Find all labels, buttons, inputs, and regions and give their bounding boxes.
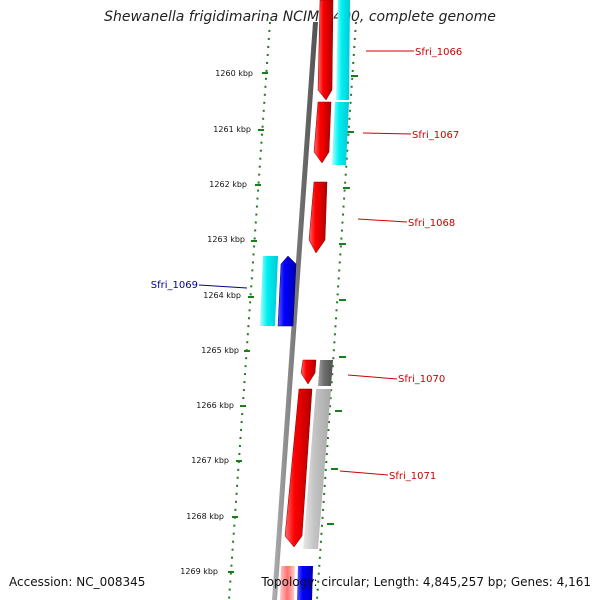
ruler-tick-label: 1260 kbp <box>215 69 253 78</box>
ruler-tick-1267: 1267 kbp <box>191 456 338 470</box>
gene-partial-bottom-red <box>280 566 295 600</box>
cyan-feature-1066 <box>336 0 350 100</box>
ruler-tick-1262: 1262 kbp <box>209 180 350 189</box>
ruler-tick-label: 1261 kbp <box>213 125 251 134</box>
ruler-tick-1266: 1266 kbp <box>196 401 342 412</box>
ruler-tick-1269: 1269 kbp <box>180 567 234 576</box>
ruler-tick-label: 1263 kbp <box>207 235 245 244</box>
light-gray-feature-1071 <box>303 389 331 549</box>
ruler-tick-label: 1262 kbp <box>209 180 247 189</box>
ruler-tick-1264: 1264 kbp <box>203 291 346 301</box>
ruler-tick-label: 1265 kbp <box>201 346 239 355</box>
gene-label-group-1070: Sfri_1070 <box>347 374 445 385</box>
gene-sfri-1071[interactable] <box>284 388 313 548</box>
gene-sfri-1067[interactable] <box>313 101 332 164</box>
ruler-tick-label: 1267 kbp <box>191 456 229 465</box>
gene-partial-bottom-blue <box>297 566 313 600</box>
gene-label-sfri-1066[interactable]: Sfri_1066 <box>415 47 462 58</box>
gene-sfri-1070[interactable] <box>300 359 317 385</box>
gene-sfri-1068[interactable] <box>308 181 328 254</box>
gene-label-sfri-1067[interactable]: Sfri_1067 <box>412 130 459 141</box>
gray-feature-1070 <box>318 360 333 386</box>
ruler-tick-1261: 1261 kbp <box>213 125 354 134</box>
ruler-tick-1265: 1265 kbp <box>201 346 346 358</box>
ruler-tick-1268: 1268 kbp <box>186 512 334 525</box>
genome-summary-text: Topology: circular; Length: 4,845,257 bp… <box>261 575 591 589</box>
gene-label-group-1069: Sfri_1069 <box>151 280 248 291</box>
cyan-feature-1069 <box>260 256 278 326</box>
ruler-tick-label: 1268 kbp <box>186 512 224 521</box>
gene-label-group-1068: Sfri_1068 <box>357 218 455 229</box>
gene-sfri-1069[interactable] <box>277 255 297 327</box>
ruler-tick-1260: 1260 kbp <box>215 69 358 78</box>
gene-sfri-1066[interactable] <box>317 0 334 101</box>
accession-text: Accession: NC_008345 <box>9 575 146 589</box>
ruler-tick-label: 1266 kbp <box>196 401 234 410</box>
gene-label-sfri-1070[interactable]: Sfri_1070 <box>398 374 445 385</box>
ruler-outer-dotted-line <box>316 21 357 600</box>
gene-label-group-1071: Sfri_1071 <box>339 470 436 482</box>
ruler-tick-1263: 1263 kbp <box>207 235 346 245</box>
genome-title: Shewanella frigidimarina NCIMB 400, comp… <box>104 9 496 25</box>
gene-label-sfri-1068[interactable]: Sfri_1068 <box>408 218 455 229</box>
gene-label-group-1067: Sfri_1067 <box>362 130 459 141</box>
cyan-feature-1067 <box>332 102 349 165</box>
ruler-tick-label: 1264 kbp <box>203 291 241 300</box>
gene-label-group-1066: Sfri_1066 <box>366 47 462 58</box>
genome-backbone <box>272 22 318 600</box>
gene-label-sfri-1071[interactable]: Sfri_1071 <box>389 471 436 482</box>
ruler-inner-dotted-line <box>228 21 271 600</box>
gene-label-sfri-1069[interactable]: Sfri_1069 <box>151 280 198 291</box>
ruler-tick-label: 1269 kbp <box>180 567 218 576</box>
